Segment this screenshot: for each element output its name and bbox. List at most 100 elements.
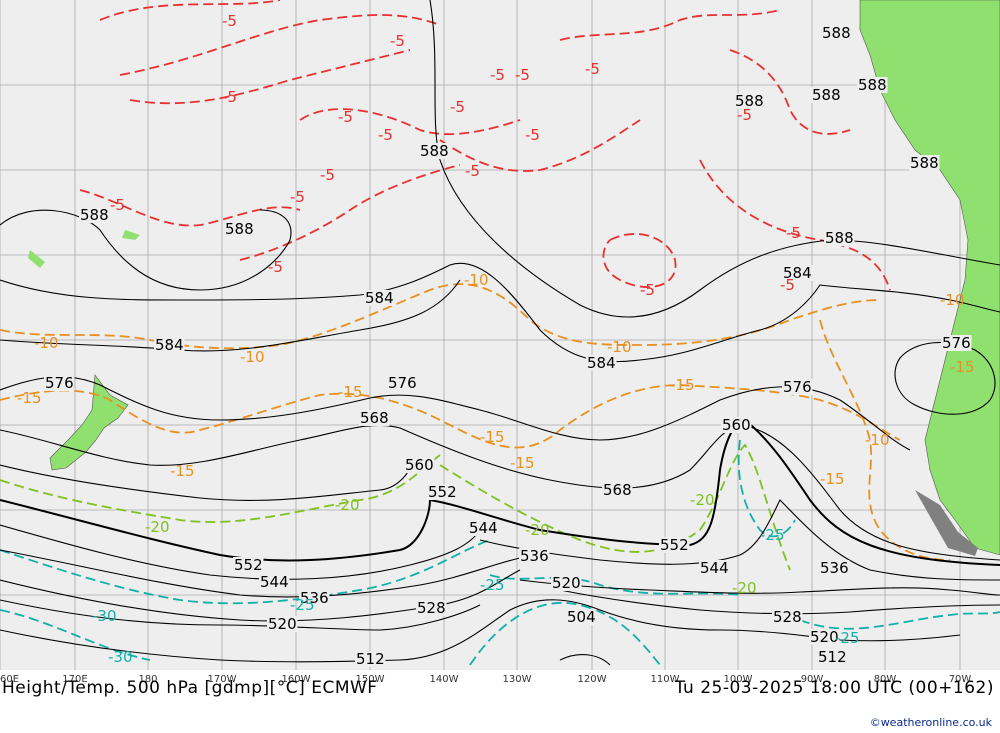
label-background (811, 87, 842, 103)
temperature-contour-label: -5 (378, 126, 393, 144)
height-contour-label: 512 (818, 648, 847, 666)
height-contour-label: 588 (812, 86, 841, 104)
longitude-tick-label: 180 (138, 674, 157, 685)
temperature-contour-label: -5 (525, 126, 540, 144)
label-background (821, 25, 852, 41)
temperature-contour-label: -15 (480, 428, 505, 446)
temperature-contour-label: -10 (940, 291, 965, 309)
label-background (224, 221, 255, 237)
ocean-background (0, 0, 1000, 670)
label-background (416, 600, 447, 616)
height-contour-label: 588 (735, 92, 764, 110)
longitude-tick-label: 60E (0, 674, 19, 685)
temperature-contour-label: -20 (335, 496, 360, 514)
height-contour-label: 544 (700, 559, 729, 577)
temperature-contour-label: -10 (34, 334, 59, 352)
temperature-contour-label: -5 (110, 196, 125, 214)
label-background (259, 574, 290, 590)
label-background (824, 230, 855, 246)
temperature-contour-label: -25 (835, 629, 860, 647)
height-contour-label: 576 (45, 374, 74, 392)
temperature-contour-label: -10 (240, 348, 265, 366)
temperature-contour-label: -15 (510, 454, 535, 472)
label-background (566, 609, 597, 625)
height-contour-label: 552 (428, 483, 457, 501)
temperature-contour-label: -15 (17, 389, 42, 407)
height-contour-label: 588 (80, 206, 109, 224)
temperature-contour-label: -20 (690, 491, 715, 509)
label-background (734, 93, 765, 109)
height-contour-label: 520 (810, 628, 839, 646)
height-contour-label: 576 (388, 374, 417, 392)
temperature-contour-label: -5 (390, 32, 405, 50)
temperature-contour-label: -15 (338, 383, 363, 401)
height-contour-label: 536 (820, 559, 849, 577)
label-background (359, 410, 390, 426)
label-background (387, 375, 418, 391)
label-background (355, 651, 386, 667)
temperature-contour-label: -25 (290, 596, 315, 614)
temperature-contour-label: -5 (290, 188, 305, 206)
longitude-tick-label: 170E (62, 674, 87, 685)
height-contour-label: 552 (234, 556, 263, 574)
credit-link[interactable]: ©weatheronline.co.uk (869, 716, 992, 729)
temperature-contour-label: -5 (640, 281, 655, 299)
label-background (941, 335, 972, 351)
temperature-contour-label: -5 (465, 162, 480, 180)
temperature-contour-label: -5 (222, 88, 237, 106)
height-contour-label: 584 (155, 336, 184, 354)
label-background (699, 560, 730, 576)
temperature-contour-label: -10 (865, 431, 890, 449)
longitude-tick-label: 130W (503, 674, 532, 685)
map-title: Height/Temp. 500 hPa [gdmp][°C] ECMWF (2, 678, 378, 698)
height-contour-label: 552 (660, 536, 689, 554)
temperature-contour-label: -25 (480, 576, 505, 594)
label-background (782, 379, 813, 395)
temperature-contour-label: -10 (464, 271, 489, 289)
longitude-tick-label: 90W (801, 674, 824, 685)
height-contour-label: 588 (420, 142, 449, 160)
map-valid-time: Tu 25-03-2025 18:00 UTC (00+162) (674, 678, 994, 698)
height-contour-label: 560 (722, 416, 751, 434)
temperature-contour-label: -25 (760, 526, 785, 544)
height-contour-label: 528 (417, 599, 446, 617)
temperature-contour-label: -5 (780, 276, 795, 294)
temperature-contour-label: -15 (950, 358, 975, 376)
label-background (819, 560, 850, 576)
land-south-america (859, 0, 1000, 556)
label-background (404, 457, 435, 473)
temperature-contour-label: -20 (525, 521, 550, 539)
land-tonga (122, 230, 140, 240)
label-background (79, 207, 110, 223)
longitude-tick-label: 70W (949, 674, 972, 685)
temperature-contour-label: -5 (338, 108, 353, 126)
label-background (233, 557, 264, 573)
label-background (772, 609, 803, 625)
height-contour-label: 568 (603, 481, 632, 499)
height-contour-label: 576 (783, 378, 812, 396)
height-contour-label: 588 (858, 76, 887, 94)
longitude-tick-label: 150W (356, 674, 385, 685)
label-background (817, 649, 848, 665)
height-contour-label: 588 (822, 24, 851, 42)
height-contour-label: 520 (268, 615, 297, 633)
label-background (519, 548, 550, 564)
land-chile-islands (915, 490, 978, 556)
label-background (468, 520, 499, 536)
label-background (154, 337, 185, 353)
temperature-contour-label: -30 (92, 607, 117, 625)
longitude-tick-label: 160W (282, 674, 311, 685)
temperature-contour-label: -15 (820, 470, 845, 488)
longitude-tick-label: 140W (430, 674, 459, 685)
temperature-contour-label: -5 (450, 98, 465, 116)
height-contour-label: 584 (587, 354, 616, 372)
height-contour-label: 584 (783, 264, 812, 282)
label-background (267, 616, 298, 632)
temperature-contour-label: -10 (607, 338, 632, 356)
temperature-contour-label: -5 (786, 224, 801, 242)
height-contour-label: 568 (360, 409, 389, 427)
temperature-contour-label: -30 (108, 648, 133, 666)
label-background (44, 375, 75, 391)
label-background (909, 155, 940, 171)
